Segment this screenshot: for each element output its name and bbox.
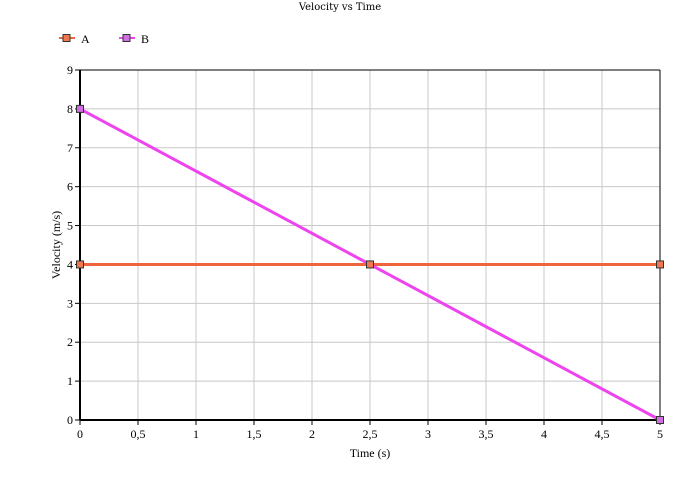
x-tick-label: 0 bbox=[77, 427, 83, 441]
y-tick-labels: 0 1 2 3 4 5 6 7 8 9 bbox=[67, 63, 73, 427]
x-tick-label: 5 bbox=[657, 427, 663, 441]
data-point-a bbox=[656, 260, 664, 269]
legend-item-a: A bbox=[59, 32, 90, 46]
y-axis-label: Velocity (m/s) bbox=[49, 211, 63, 279]
x-tick-labels: 0 0,5 1 1,5 2 2,5 3 3,5 4 4,5 5 bbox=[77, 427, 663, 441]
data-point-a bbox=[366, 260, 374, 269]
y-tick-label: 5 bbox=[67, 219, 73, 233]
x-tick-label: 1,5 bbox=[247, 427, 262, 441]
chart-title: Velocity vs Time bbox=[298, 2, 381, 13]
legend-marker-a bbox=[62, 34, 71, 42]
legend-marker-b bbox=[122, 34, 131, 42]
grid bbox=[80, 70, 660, 420]
x-axis-label: Time (s) bbox=[350, 446, 391, 460]
y-tick-label: 0 bbox=[67, 413, 73, 427]
x-tick-label: 3,5 bbox=[479, 427, 494, 441]
y-tick-label: 6 bbox=[67, 180, 73, 194]
x-tick-label: 2,5 bbox=[363, 427, 378, 441]
series-markers bbox=[76, 104, 664, 424]
y-tick-label: 7 bbox=[67, 141, 73, 155]
y-tick-label: 8 bbox=[67, 102, 73, 116]
y-tick-label: 2 bbox=[67, 335, 73, 349]
axes bbox=[75, 69, 661, 425]
x-tick-label: 0,5 bbox=[131, 427, 146, 441]
x-tick-label: 1 bbox=[193, 427, 199, 441]
x-tick-label: 4,5 bbox=[595, 427, 610, 441]
y-tick-label: 9 bbox=[67, 63, 73, 77]
data-point-b bbox=[76, 104, 84, 113]
x-tick-label: 2 bbox=[309, 427, 315, 441]
legend: A B bbox=[59, 32, 149, 46]
legend-label-b: B bbox=[141, 32, 149, 46]
x-tick-label: 3 bbox=[425, 427, 431, 441]
data-point-a bbox=[76, 260, 84, 269]
y-tick-label: 4 bbox=[67, 257, 73, 271]
y-tick-label: 1 bbox=[67, 374, 73, 388]
x-tick-label: 4 bbox=[541, 427, 547, 441]
legend-label-a: A bbox=[81, 32, 90, 46]
legend-item-b: B bbox=[119, 32, 149, 46]
data-point-b bbox=[656, 416, 664, 424]
y-tick-label: 3 bbox=[67, 296, 73, 310]
